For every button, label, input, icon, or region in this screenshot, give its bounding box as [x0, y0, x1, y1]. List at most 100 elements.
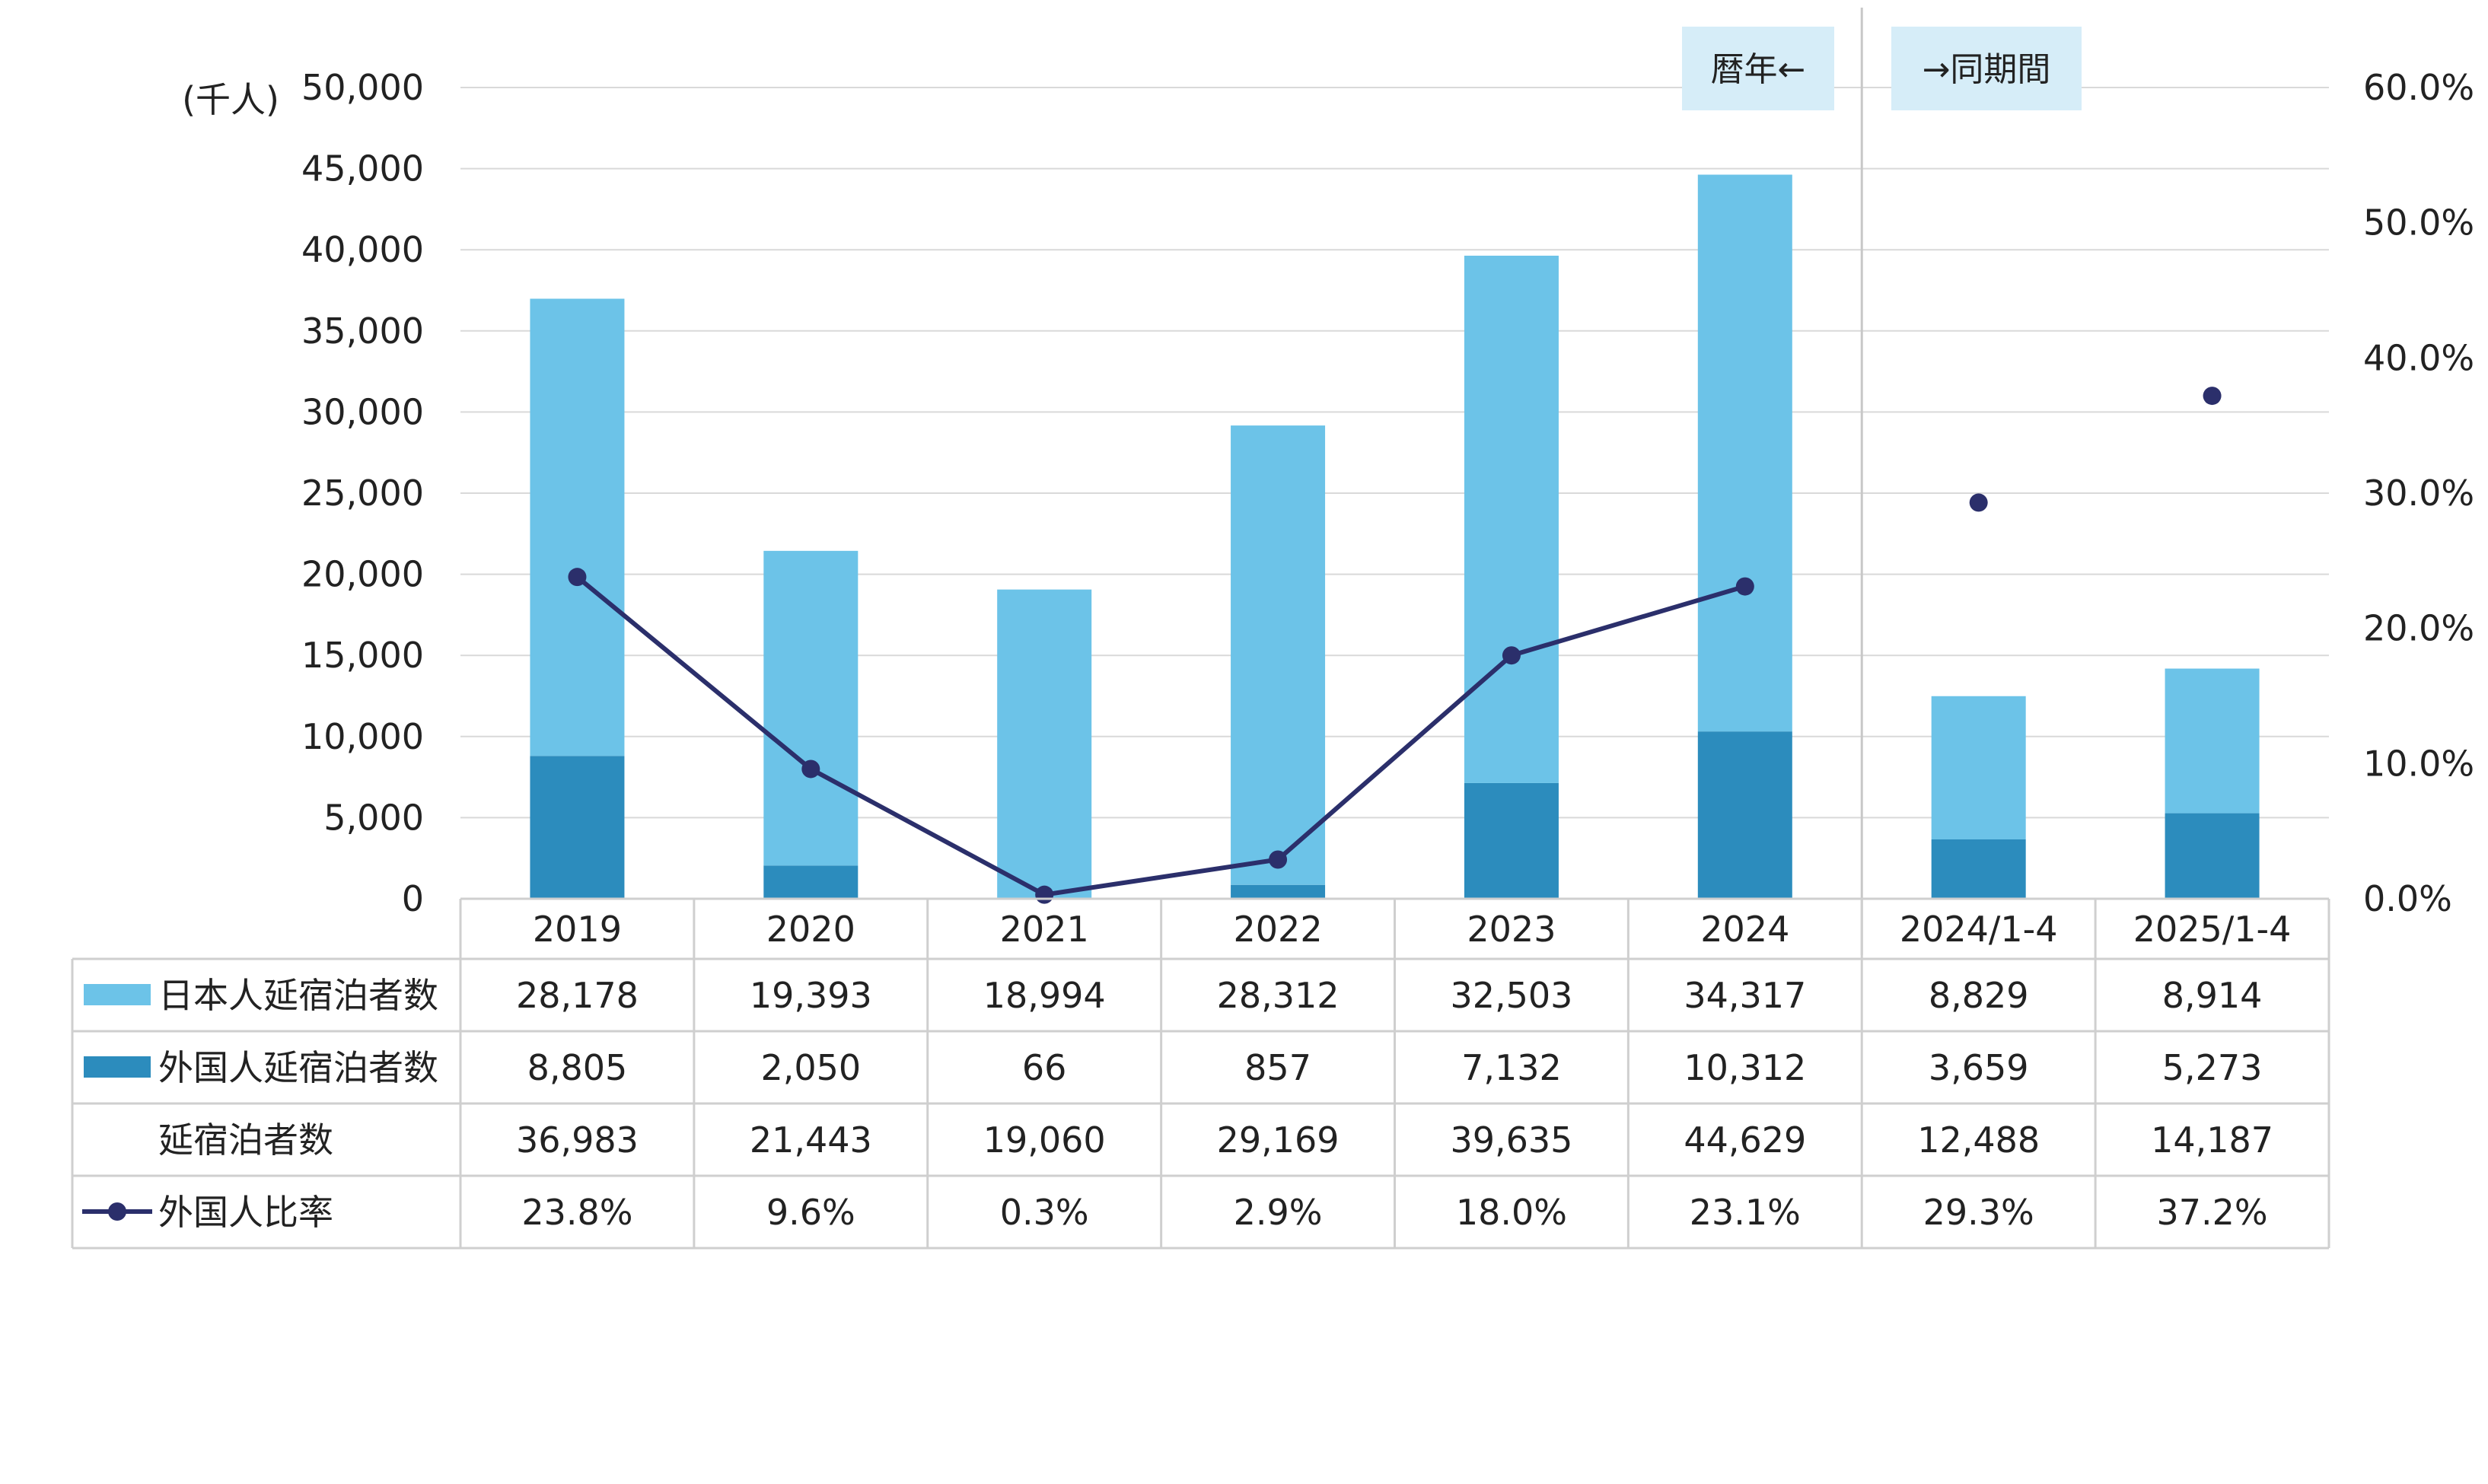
- ratio-point-2022: [1269, 850, 1288, 869]
- table-cell: 39,635: [1450, 1119, 1572, 1161]
- table-cell: 3,659: [1929, 1047, 2029, 1088]
- table-cell: 7,132: [1461, 1047, 1562, 1088]
- table-cell: 44,629: [1684, 1119, 1806, 1161]
- bar-japanese-2024/1-4: [1931, 696, 2026, 839]
- bar-foreign-2024/1-4: [1931, 839, 2026, 899]
- bar-japanese-2025/1-4: [2165, 668, 2260, 814]
- y-left-tick-label: 25,000: [301, 473, 424, 514]
- table-cell: 5,273: [2162, 1047, 2263, 1088]
- table-cell: 23.8%: [521, 1192, 632, 1233]
- table-cell: 34,317: [1684, 975, 1806, 1016]
- y-right-tick-label: 0.0%: [2363, 878, 2452, 919]
- category-label: 2021: [1000, 909, 1089, 950]
- y-right-tick-label: 40.0%: [2363, 337, 2474, 378]
- ratio-point-2019: [568, 568, 587, 587]
- table-cell: 66: [1022, 1047, 1067, 1088]
- y-axis-unit-label: (千人): [182, 79, 279, 120]
- ratio-line-path: [575, 575, 1746, 897]
- legend-label: 外国人延宿泊者数: [158, 1047, 438, 1088]
- table-cell: 28,178: [516, 975, 639, 1016]
- bar-japanese-2019: [530, 298, 625, 756]
- ratio-point-2024: [1735, 577, 1754, 596]
- table-cell: 21,443: [750, 1119, 872, 1161]
- y-left-tick-label: 0: [402, 878, 424, 919]
- category-label: 2025/1-4: [2133, 909, 2292, 950]
- period-annotations: 暦年← →同期間: [1682, 27, 2082, 110]
- table-cell: 2,050: [760, 1047, 861, 1088]
- data-table: 2019 2020 2021 2022 2023 2024 2024/1-4 2025/1-4…: [71, 897, 2330, 1250]
- table-cell: 18,994: [983, 975, 1106, 1016]
- table-cell: 23.1%: [1690, 1192, 1801, 1233]
- bar-foreign-2023: [1464, 782, 1559, 899]
- bar-foreign-2019: [530, 756, 625, 899]
- bar-japanese-2021: [997, 589, 1092, 898]
- table-cell: 857: [1244, 1047, 1311, 1088]
- y-left-tick-label: 5,000: [323, 797, 424, 838]
- table-cell: 37.2%: [2156, 1192, 2267, 1233]
- table-cell: 32,503: [1450, 975, 1572, 1016]
- category-label: 2019: [533, 909, 622, 950]
- same-period-annotation-box: [1891, 27, 2082, 110]
- calendar-year-annotation-box: [1682, 27, 1834, 110]
- category-label: 2023: [1467, 909, 1556, 950]
- legend-marker: [108, 1202, 126, 1221]
- bar-foreign-2020: [763, 865, 859, 899]
- category-label: 2020: [766, 909, 855, 950]
- ratio-point-2025/1-4: [2203, 387, 2222, 406]
- bars: [530, 174, 2260, 899]
- table-cell: 29.3%: [1923, 1192, 2034, 1233]
- y-left-tick-label: 20,000: [301, 554, 424, 595]
- gridlines: [460, 8, 2329, 955]
- table-cell: 8,914: [2162, 975, 2263, 1016]
- y-right-tick-label: 30.0%: [2363, 473, 2474, 514]
- table-cell: 29,169: [1217, 1119, 1340, 1161]
- table-cell: 8,829: [1929, 975, 2029, 1016]
- same-period-annotation: →同期間: [1923, 50, 2051, 89]
- table-cell: 18.0%: [1456, 1192, 1567, 1233]
- category-label: 2022: [1234, 909, 1323, 950]
- ratio-point-2021: [1035, 885, 1054, 904]
- y-left-tick-label: 40,000: [301, 229, 424, 270]
- ratio-point-2023: [1502, 646, 1521, 665]
- table-cell: 36,983: [516, 1119, 639, 1161]
- y-right-tick-label: 60.0%: [2363, 67, 2474, 108]
- y-right-tick-label: 50.0%: [2363, 202, 2474, 244]
- y-left-tick-label: 35,000: [301, 310, 424, 352]
- bar-foreign-2022: [1231, 884, 1326, 899]
- bar-japanese-2023: [1464, 255, 1559, 783]
- legend-label: 延宿泊者数: [158, 1119, 333, 1161]
- legend-swatch: [84, 984, 151, 1005]
- table-cell: 0.3%: [1000, 1192, 1089, 1233]
- table-cell: 2.9%: [1234, 1192, 1323, 1233]
- ratio-point-2020: [801, 760, 820, 779]
- bar-foreign-2024: [1697, 731, 1792, 899]
- table-cell: 14,187: [2151, 1119, 2273, 1161]
- y-right-tick-label: 10.0%: [2363, 743, 2474, 784]
- legend-swatch: [84, 1056, 151, 1078]
- category-label: 2024/1-4: [1900, 909, 2058, 950]
- table-cell: 10,312: [1684, 1047, 1806, 1088]
- y-axis-left: (千人) 0 5,000 10,000 15,000 20,000 25,000 30,00…: [182, 67, 424, 919]
- table-cell: 8,805: [527, 1047, 628, 1088]
- y-axis-right: 0.0% 10.0% 20.0% 30.0% 40.0% 50.0% 60.0%: [2363, 67, 2474, 919]
- calendar-year-annotation: 暦年←: [1711, 50, 1806, 89]
- y-right-tick-label: 20.0%: [2363, 608, 2474, 649]
- bar-japanese-2020: [763, 550, 859, 866]
- y-left-tick-label: 15,000: [301, 635, 424, 676]
- category-label: 2024: [1700, 909, 1789, 950]
- bar-japanese-2024: [1697, 174, 1792, 732]
- bar-foreign-2025/1-4: [2165, 813, 2260, 899]
- legend-label: 外国人比率: [158, 1192, 333, 1233]
- y-left-tick-label: 50,000: [301, 67, 424, 108]
- table-cell: 19,060: [983, 1119, 1106, 1161]
- table-cell: 12,488: [1917, 1119, 2040, 1161]
- y-left-tick-label: 30,000: [301, 391, 424, 432]
- ratio-point-2024/1-4: [1969, 493, 1988, 512]
- table-cell: 19,393: [750, 975, 872, 1016]
- bar-japanese-2022: [1231, 425, 1326, 885]
- y-left-tick-label: 45,000: [301, 148, 424, 189]
- legend-label: 日本人延宿泊者数: [158, 975, 438, 1016]
- table-cell: 9.6%: [766, 1192, 855, 1233]
- ratio-line: [568, 387, 2222, 904]
